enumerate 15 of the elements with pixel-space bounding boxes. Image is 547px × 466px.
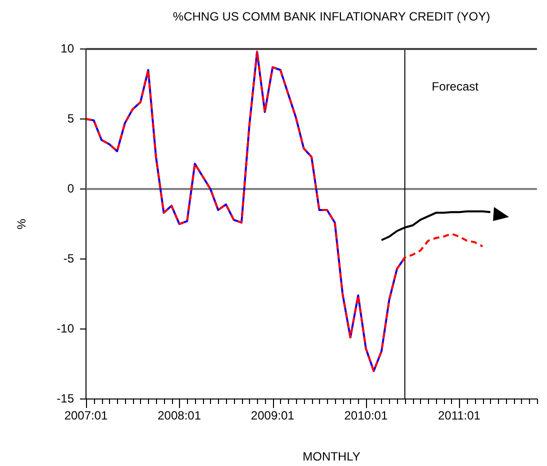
y-tick-label: 0 (67, 181, 74, 196)
chart-title: %CHNG US COMM BANK INFLATIONARY CREDIT (YOY) (172, 9, 490, 24)
y-axis-title: % (14, 218, 28, 230)
y-tick-label: 5 (67, 111, 74, 126)
x-tick-label: 2011:01 (438, 408, 481, 423)
y-tick-label: 10 (60, 41, 74, 56)
annotation: Forecast (432, 79, 480, 94)
y-tick-label: -5 (63, 251, 74, 266)
x-tick-label: 2008:01 (158, 408, 202, 423)
y-tick-label: -15 (56, 391, 74, 406)
y-tick-label: -10 (56, 321, 74, 336)
x-tick-label: 2009:01 (250, 408, 295, 423)
x-tick-label: 2007:01 (64, 408, 108, 423)
x-tick-label: 2010:01 (344, 408, 388, 423)
x-axis-title: MONTHLY (302, 449, 360, 464)
